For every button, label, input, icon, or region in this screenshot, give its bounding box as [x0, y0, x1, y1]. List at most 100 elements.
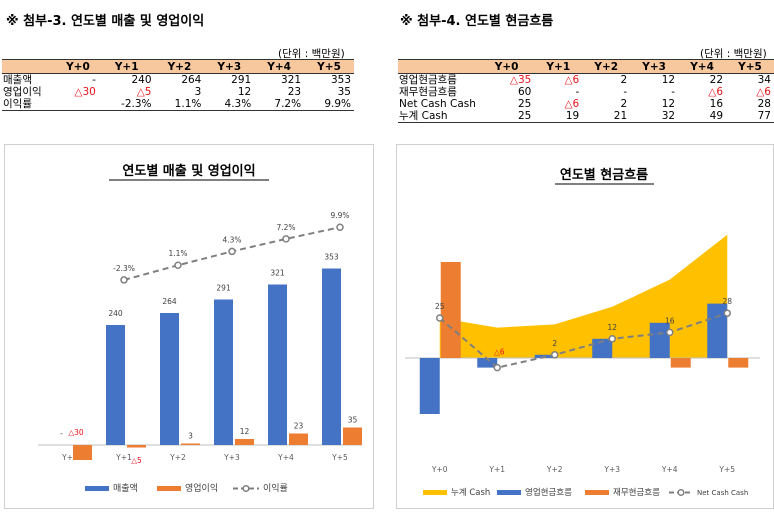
- table-cell: 353: [330, 74, 351, 86]
- operating-profit-data-label: 23: [294, 422, 304, 431]
- operating-profit-bar: [235, 439, 254, 445]
- table-cell: 19: [534, 110, 583, 123]
- table-row: 재무현금흐름 60 - - - △6 △6: [398, 86, 774, 98]
- table-row: Net Cash Cash 25 △6 2 12 16 28: [398, 98, 774, 110]
- table-row: 이익률 -2.3% 1.1% 4.3% 7.2% 9.9%: [2, 98, 354, 111]
- table-cell: 264: [181, 74, 202, 86]
- margin-data-label: 1.1%: [168, 249, 187, 258]
- margin-point: [120, 276, 128, 284]
- net-cash-point: [551, 351, 559, 359]
- table-cell: 34: [757, 74, 771, 86]
- table-cell: 4.3%: [204, 98, 255, 111]
- table-cell: 21: [582, 110, 631, 123]
- legend-label-margin: 이익률: [263, 482, 288, 494]
- margin-point: [336, 223, 344, 231]
- table-cell: 25: [478, 110, 535, 123]
- margin-point: [174, 261, 182, 269]
- sales-data-label: 321: [270, 269, 285, 278]
- x-tick-label: Y+2: [169, 453, 186, 462]
- table-cell: △6: [564, 74, 580, 86]
- table-header-cell: Y+1: [98, 59, 155, 74]
- operating-cashflow-bar: [707, 303, 728, 358]
- table-header-cell: Y+4: [254, 59, 305, 74]
- table-cell: 35: [337, 86, 351, 98]
- row-label: 재무현금흐름: [399, 86, 457, 98]
- table-cell: 49: [678, 110, 727, 123]
- table-header-cell: Y+0: [57, 59, 99, 74]
- sales-data-label: 291: [216, 284, 231, 293]
- x-tick-label: Y+4: [661, 465, 678, 474]
- margin-point: [282, 235, 290, 243]
- table-row: 영업현금흐름 △35 △6 2 12 22 34: [398, 74, 774, 87]
- x-tick-label: Y+0: [61, 453, 78, 462]
- table-header-cell: [398, 59, 479, 74]
- legend-swatch-operating-cashflow: [497, 490, 521, 495]
- table-header-cell: Y+1: [534, 59, 583, 74]
- table-row: 매출액 - 240 264 291 321 353: [2, 74, 354, 87]
- table-cell: 240: [131, 74, 152, 86]
- table-header-row: Y+0 Y+1 Y+2 Y+3 Y+4 Y+5: [398, 59, 774, 74]
- table-cell: △30: [74, 86, 96, 98]
- table-cell: -: [623, 86, 628, 98]
- table-cell: -2.3%: [98, 98, 155, 111]
- table-cell: △35: [509, 74, 532, 86]
- right-data-table: Y+0 Y+1 Y+2 Y+3 Y+4 Y+5 영업현금흐름 △35 △6 2 …: [398, 59, 774, 123]
- table-cell: -: [575, 86, 580, 98]
- operating-profit-data-label: 35: [348, 416, 358, 425]
- legend-label-operating-profit: 영업이익: [185, 482, 218, 494]
- table-header-cell: Y+5: [726, 59, 774, 74]
- net-cash-point: [493, 363, 501, 372]
- legend-swatch-net-cash-marker: [677, 488, 685, 497]
- table-cell: 12: [661, 74, 676, 86]
- margin-data-label: 4.3%: [222, 235, 241, 244]
- right-unit-label: (단위 : 백만원): [700, 48, 767, 60]
- operating-profit-data-label: △30: [68, 428, 84, 437]
- row-label: 누계 Cash: [398, 110, 479, 123]
- table-cell: 22: [709, 74, 724, 86]
- x-tick-label: Y+3: [223, 453, 240, 462]
- operating-cashflow-bar: [419, 358, 440, 414]
- table-cell: △6: [564, 98, 580, 110]
- x-tick-label: Y+3: [603, 465, 620, 474]
- sales-bar: [268, 284, 287, 445]
- row-label: Net Cash Cash: [399, 98, 476, 110]
- legend-label-sales: 매출액: [113, 482, 138, 494]
- table-row: 누계 Cash 25 19 21 32 49 77: [398, 110, 774, 123]
- legend-swatch-margin-marker: [242, 484, 250, 493]
- x-tick-label: Y+2: [546, 465, 563, 474]
- table-cell: 12: [237, 86, 252, 98]
- legend-label-financing-cashflow: 재무현금흐름: [613, 488, 660, 498]
- sales-data-label: 264: [162, 297, 177, 306]
- table-cell: -: [671, 86, 676, 98]
- table-cell: 1.1%: [154, 98, 205, 111]
- net-cash-point: [666, 328, 674, 337]
- financing-cashflow-bar: [440, 262, 461, 358]
- legend-label-cumulative-cash: 누계 Cash: [451, 487, 490, 498]
- row-label: 이익률: [2, 98, 57, 111]
- operating-cashflow-bar: [649, 322, 670, 358]
- table-header-row: Y+0 Y+1 Y+2 Y+3 Y+4 Y+5: [2, 59, 354, 74]
- operating-profit-bar: [343, 427, 362, 445]
- operating-profit-bar: [127, 445, 146, 448]
- cashflow-chart: 연도별 현금흐름 Y+0 Y+1 Y+2 Y+3 Y+4 Y+5 25 △6 2 12 16 28 누계…: [405, 167, 760, 498]
- net-cash-point: [608, 335, 616, 343]
- financing-cashflow-bar: [728, 358, 749, 368]
- x-tick-label: Y+5: [331, 453, 348, 462]
- net-cash-data-label: △6: [494, 348, 505, 357]
- net-cash-data-label: 12: [607, 323, 617, 332]
- x-tick-label: Y+0: [431, 465, 448, 474]
- x-tick-label: Y+1: [488, 465, 505, 474]
- left-data-table: Y+0 Y+1 Y+2 Y+3 Y+4 Y+5 매출액 - 240 264 29…: [2, 59, 354, 111]
- net-cash-data-label: 2: [552, 339, 557, 348]
- table-header-cell: Y+5: [304, 59, 354, 74]
- net-cash-data-label: 25: [435, 302, 445, 311]
- operating-profit-bar: [73, 445, 92, 460]
- table-header-cell: Y+2: [154, 59, 205, 74]
- net-cash-data-label: 28: [722, 297, 732, 306]
- table-cell: 23: [287, 86, 302, 98]
- table-header-cell: Y+0: [478, 59, 535, 74]
- margin-point: [228, 247, 236, 256]
- net-cash-point: [436, 314, 444, 322]
- sales-data-label: 353: [324, 253, 339, 262]
- legend-swatch-sales: [85, 486, 109, 491]
